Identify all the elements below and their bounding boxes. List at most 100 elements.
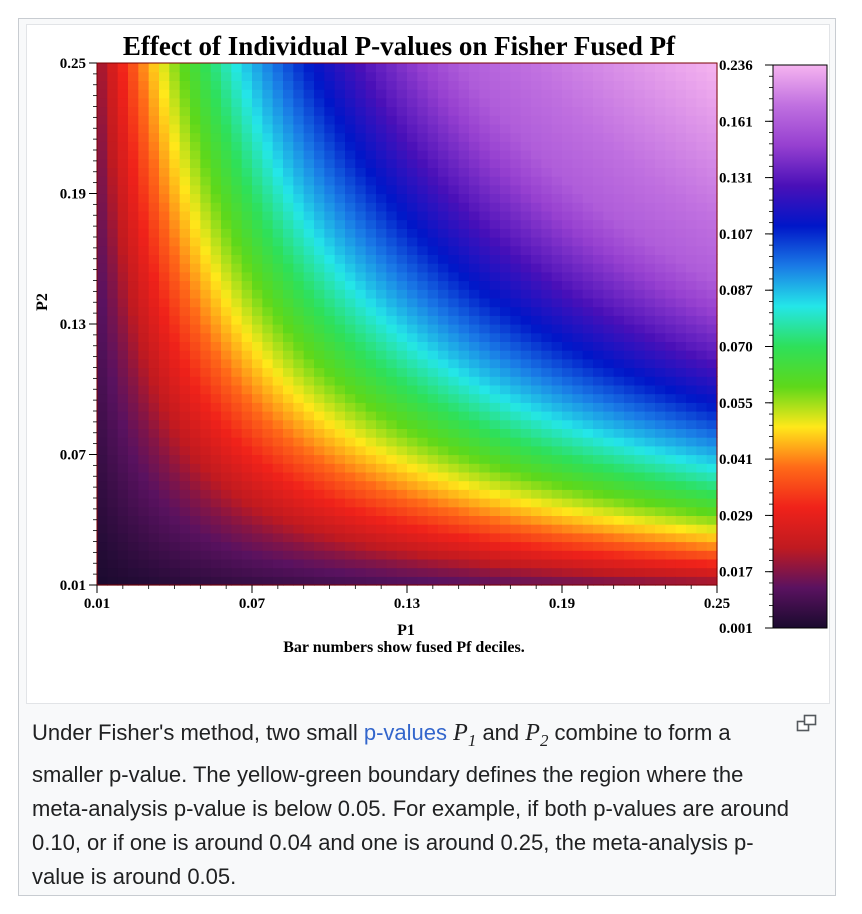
heatmap-cell: [438, 97, 449, 108]
enlarge-icon[interactable]: [796, 714, 818, 732]
heatmap-cell: [613, 445, 625, 456]
heatmap-cell: [262, 489, 274, 499]
heatmap-cell: [169, 193, 181, 203]
heatmap-cell: [345, 297, 356, 308]
heatmap-cell: [221, 428, 232, 438]
heatmap-cell: [314, 80, 325, 90]
heatmap-cell: [272, 210, 284, 221]
heatmap-cell: [448, 245, 460, 255]
heatmap-chart: Effect of Individual P-values on Fisher …: [34, 31, 828, 656]
heatmap-cell: [138, 550, 150, 560]
p-values-link[interactable]: p-values: [363, 720, 448, 745]
heatmap-cell: [221, 454, 232, 464]
heatmap-cell: [531, 132, 542, 142]
heatmap-cell: [551, 158, 563, 168]
heatmap-cell: [510, 411, 522, 421]
heatmap-cell: [241, 150, 253, 160]
heatmap-cell: [128, 63, 139, 73]
heatmap-cell: [469, 576, 480, 586]
heatmap-cell: [231, 280, 243, 290]
heatmap-cell: [107, 480, 119, 490]
heatmap-cell: [324, 202, 336, 212]
heatmap-cell: [355, 306, 367, 316]
heatmap-cell: [107, 167, 119, 177]
heatmap-cell: [241, 289, 253, 299]
heatmap-cell: [396, 158, 408, 168]
figure-image[interactable]: Effect of Individual P-values on Fisher …: [26, 24, 830, 704]
heatmap-cell: [252, 271, 263, 282]
heatmap-cell: [97, 437, 108, 447]
heatmap-cell: [252, 358, 263, 369]
heatmap-cell: [479, 532, 491, 543]
heatmap-cell: [179, 524, 191, 534]
heatmap-cell: [510, 228, 522, 238]
heatmap-cell: [252, 115, 263, 125]
heatmap-cell: [572, 132, 584, 142]
heatmap-cell: [148, 297, 160, 308]
heatmap-cell: [324, 384, 336, 395]
heatmap-cell: [324, 445, 336, 456]
heatmap-cell: [190, 376, 201, 386]
heatmap-cell: [417, 393, 429, 403]
heatmap-cell: [624, 324, 635, 334]
heatmap-cell: [241, 376, 253, 386]
heatmap-cell: [562, 402, 573, 412]
heatmap-cell: [324, 332, 336, 342]
heatmap-cell: [696, 376, 708, 386]
heatmap-cell: [252, 63, 263, 73]
heatmap-cell: [376, 167, 387, 177]
heatmap-cell: [252, 524, 263, 534]
heatmap-cell: [283, 471, 294, 482]
heatmap-cell: [159, 489, 170, 499]
p1-base: P: [453, 720, 468, 746]
heatmap-cell: [438, 167, 449, 177]
heatmap-cell: [293, 228, 305, 238]
heatmap-cell: [97, 341, 108, 351]
heatmap-cell: [624, 202, 635, 212]
heatmap-cell: [138, 445, 150, 456]
heatmap-cell: [148, 306, 160, 316]
heatmap-cell: [500, 193, 511, 203]
heatmap-cell: [510, 150, 522, 160]
heatmap-cell: [355, 193, 367, 203]
heatmap-cell: [386, 297, 398, 308]
heatmap-cell: [128, 576, 139, 586]
heatmap-cell: [634, 141, 646, 151]
heatmap-cell: [407, 350, 418, 360]
heatmap-cell: [324, 193, 336, 203]
heatmap-cell: [252, 541, 263, 551]
heatmap-cell: [665, 358, 677, 369]
heatmap-cell: [469, 515, 480, 525]
heatmap-cell: [510, 393, 522, 403]
heatmap-cell: [479, 550, 491, 560]
heatmap-cell: [427, 289, 439, 299]
heatmap-cell: [148, 463, 160, 473]
heatmap-cell: [427, 567, 439, 577]
heatmap-cell: [324, 297, 336, 308]
heatmap-cell: [582, 358, 594, 369]
heatmap-cell: [500, 71, 511, 81]
heatmap-cell: [159, 498, 170, 508]
heatmap-cell: [252, 150, 263, 160]
heatmap-cell: [469, 393, 480, 403]
heatmap-cell: [396, 332, 408, 342]
heatmap-cell: [334, 332, 346, 342]
heatmap-cell: [293, 89, 305, 99]
heatmap-cell: [624, 280, 635, 290]
heatmap-cell: [644, 471, 656, 482]
heatmap-cell: [283, 411, 294, 421]
heatmap-cell: [252, 350, 263, 360]
heatmap-cell: [551, 567, 563, 577]
heatmap-cell: [386, 358, 398, 369]
heatmap-cell: [572, 471, 584, 482]
heatmap-cell: [200, 263, 212, 273]
heatmap-cell: [314, 71, 325, 81]
heatmap-cell: [345, 315, 356, 325]
heatmap-cell: [334, 576, 346, 586]
heatmap-cell: [551, 437, 563, 447]
heatmap-cell: [531, 567, 542, 577]
heatmap-cell: [562, 532, 573, 543]
heatmap-cell: [272, 428, 284, 438]
heatmap-cell: [334, 297, 346, 308]
heatmap-cell: [458, 228, 470, 238]
